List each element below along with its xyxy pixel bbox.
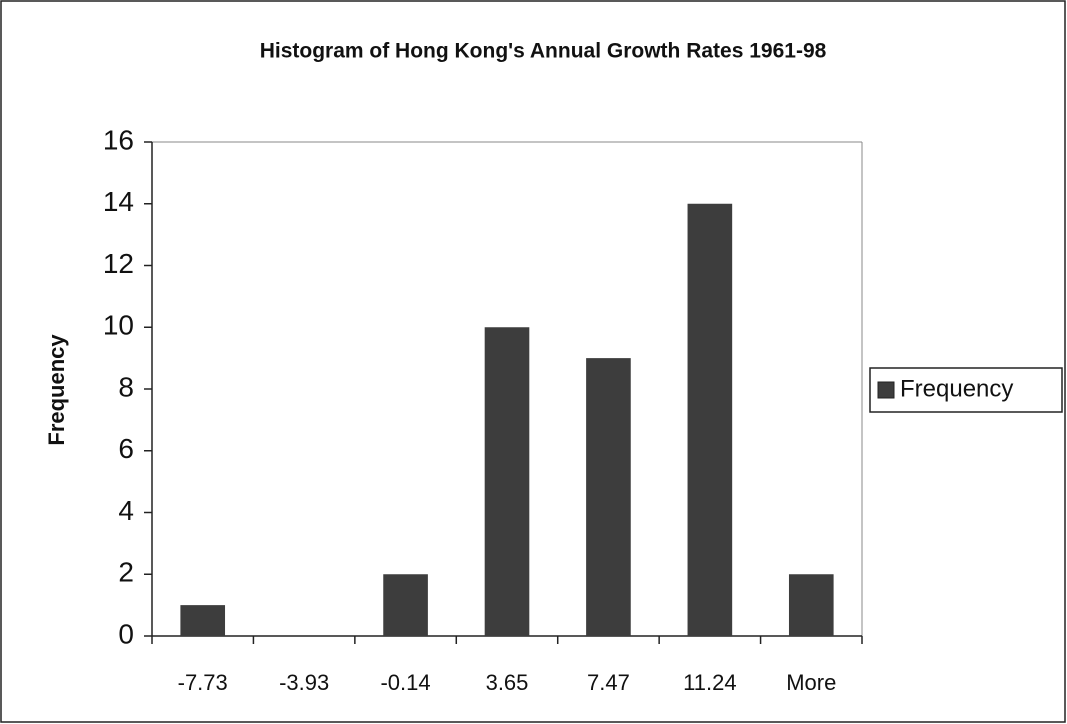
x-tick-label: -0.14 xyxy=(380,670,430,695)
y-tick-label: 8 xyxy=(118,371,134,402)
x-tick-label: -7.73 xyxy=(178,670,228,695)
x-tick-label: 11.24 xyxy=(683,670,736,695)
y-axis-label: Frequency xyxy=(44,334,69,446)
y-tick-label: 14 xyxy=(103,186,134,217)
bar xyxy=(687,203,733,636)
x-tick-label: 3.65 xyxy=(486,670,529,695)
y-tick-label: 4 xyxy=(118,495,134,526)
chart-title: Histogram of Hong Kong's Annual Growth R… xyxy=(260,40,827,63)
x-tick-label: -3.93 xyxy=(279,670,329,695)
legend-label: Frequency xyxy=(900,375,1013,402)
bar xyxy=(484,327,530,636)
y-tick-label: 6 xyxy=(118,433,134,464)
legend-swatch xyxy=(877,381,895,399)
y-tick-label: 12 xyxy=(103,248,134,279)
bar xyxy=(788,574,834,636)
bar xyxy=(383,574,428,636)
y-tick-label: 2 xyxy=(118,557,134,588)
y-tick-label: 0 xyxy=(118,618,134,649)
x-tick-label: 7.47 xyxy=(587,670,630,695)
y-tick-label: 10 xyxy=(103,310,134,341)
bar xyxy=(180,605,226,636)
legend-box xyxy=(869,367,1063,413)
bar xyxy=(586,358,631,636)
y-tick-label: 16 xyxy=(103,124,134,155)
x-tick-label: More xyxy=(786,670,836,695)
